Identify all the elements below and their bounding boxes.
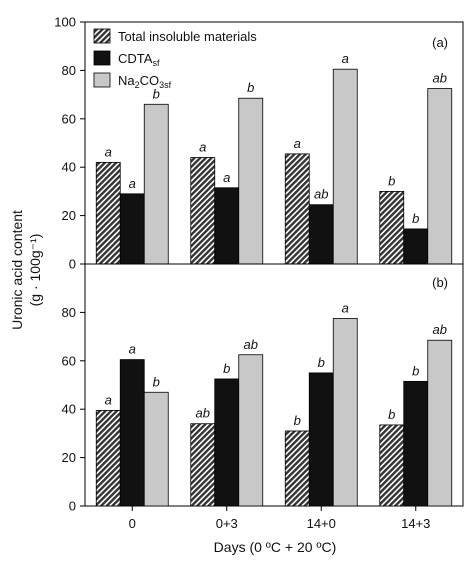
legend-swatch-hatch [93,28,111,44]
panel-b-sig-label-s0-c1: ab [196,406,210,421]
panel-b-sig-label-s0-c2: b [294,413,301,428]
panel-a-sig-label-s2-c0: b [153,86,160,101]
panel-a-bar-s2-c3 [427,88,453,265]
panel-b-bar-s1-c2 [308,372,334,507]
panel-a-y-tick-label: 100 [54,15,76,30]
panel-a-y-tick-label: 0 [69,257,76,272]
panel-b-bar-s2-c3 [427,339,453,507]
panel-b-y-tick-label: 80 [62,305,76,320]
panel-a-bar-s1-c1 [214,187,240,265]
panel-b-y-tick-label: 40 [62,402,76,417]
panel-b-y-tick-label: 60 [62,353,76,368]
panel-a-sig-label-s1-c1: a [223,170,230,185]
x-tick-label: 0 [129,516,136,531]
x-axis-title: Days (0 ºC + 20 ºC) [214,539,337,555]
legend-cdta-main: CDTA [118,51,153,66]
panel-a-y-tick-label: 20 [62,208,76,223]
legend-na2co3-part3: CO [140,73,160,88]
panel-b-bar-s0-c0 [95,410,121,507]
panel-a-bar-s0-c3 [379,190,405,265]
x-tick-label: 14+0 [307,516,336,531]
panel-b-bars [95,318,453,507]
panel-b-y-tick-label: 0 [69,499,76,514]
panel-b-bar-s0-c3 [379,424,405,507]
panel-a-bar-s1-c0 [119,193,145,265]
panel-b-sig-label-s2-c0: b [153,374,160,389]
panel-b-sig-label-s1-c3: b [412,363,419,378]
panel-b-sig-label-s2-c2: a [342,300,349,315]
panel-a-bar-s2-c2 [332,68,358,265]
legend-cdta-sub: sf [152,58,160,68]
panel-a-label: (a) [432,35,448,50]
panel-b-sig-label-s1-c1: b [223,361,230,376]
panel-b-y-ticks: 0 20 40 60 80 [62,305,85,514]
panel-b-label: (b) [432,275,448,290]
panel-a-sig-label-s0-c0: a [105,144,112,159]
panel-a-bar-s0-c2 [284,153,310,265]
panel-a-bar-s2-c0 [143,103,169,265]
panel-b-bar-s1-c3 [403,380,429,507]
panel-a-sig-label-s1-c2: ab [314,187,328,202]
panel-a-bars [95,68,453,265]
legend: Total insoluble materials CDTAsf Na2CO3s… [93,28,257,90]
y-axis-title-line2: (g · 100g⁻¹) [27,234,43,307]
panel-a-sig-label-s2-c3: ab [433,71,447,86]
panel-a-sig-label-s1-c0: a [129,176,136,191]
panel-a-sig-label-s0-c3: b [388,173,395,188]
y-axis-title-line1: Uronic acid content [9,210,25,330]
panel-b-bar-s2-c1 [238,354,264,507]
x-axis-ticks: 0 0+3 14+0 14+3 [129,506,430,531]
panel-a-bar-s0-c1 [190,157,216,265]
panel-b-sig-label-s2-c1: ab [244,337,258,352]
panel-b-sig-label-s0-c3: b [388,407,395,422]
panel-b-bar-s1-c0 [119,359,145,507]
panel-b-bar-s0-c2 [284,430,310,507]
panel-a-sig-label-s2-c2: a [342,51,349,66]
legend-na2co3-part2: 2 [135,80,140,90]
panel-a-sig-label-s0-c1: a [199,140,206,155]
legend-na2co3-part4: 3sf [159,80,172,90]
panel-b-sig-label-s0-c0: a [105,392,112,407]
panel-a-y-ticks: 0 20 40 60 80 100 [54,15,85,272]
panel-b-y-tick-label: 20 [62,450,76,465]
legend-label-na2co3: Na2CO3sf [118,73,172,90]
panel-b-frame [84,263,464,507]
legend-swatch-light [93,72,111,88]
legend-label-cdta: CDTAsf [118,51,160,68]
panel-b-bar-s0-c1 [190,423,216,507]
panel-a-y-tick-label: 80 [62,63,76,78]
legend-na2co3-part1: Na [118,73,135,88]
panel-a-sig-label-s2-c1: b [247,80,254,95]
legend-label-total-insoluble: Total insoluble materials [118,29,257,44]
panel-b-bar-s2-c2 [332,318,358,507]
x-tick-label: 0+3 [216,516,238,531]
panel-a-bar-s0-c0 [95,161,121,265]
panel-a-sig-label-s1-c3: b [412,211,419,226]
panel-a-bar-s1-c2 [308,204,334,265]
legend-item-na2co3: Na2CO3sf [93,72,172,90]
panel-a-y-tick-label: 40 [62,160,76,175]
legend-item-total-insoluble: Total insoluble materials [93,28,257,44]
panel-a-bar-s2-c1 [238,97,264,265]
legend-swatch-dark [93,50,111,66]
legend-item-cdta: CDTAsf [93,50,160,68]
panel-a-sig-label-s0-c2: a [294,136,301,151]
panel-b-bar-s1-c1 [214,378,240,507]
panel-a-y-tick-label: 60 [62,111,76,126]
panel-b-sig-label-s2-c3: ab [433,322,447,337]
panel-b-sig-label-s1-c0: a [129,342,136,357]
panel-b-bar-s2-c0 [143,391,169,507]
x-tick-label: 14+3 [401,516,430,531]
panel-a-bar-s1-c3 [403,228,429,265]
panel-b-sig-label-s1-c2: b [318,355,325,370]
